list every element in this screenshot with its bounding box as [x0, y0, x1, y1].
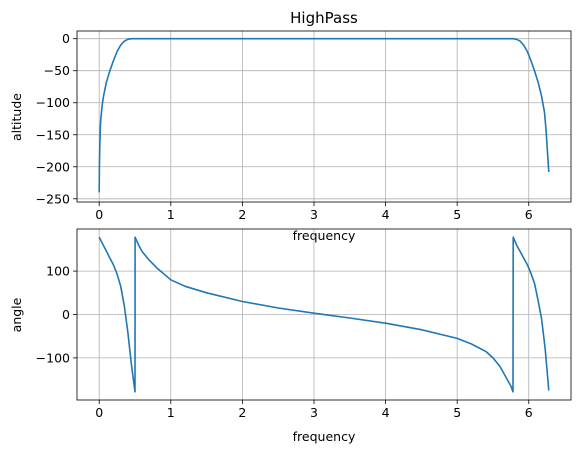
- magnitude-ticks: 0 1 2 3 4 5 6 0 −50 −100 −150 −200 −250: [36, 31, 533, 222]
- phase-grid: [77, 229, 571, 400]
- magnitude-y-tick-label: −250: [36, 191, 70, 206]
- magnitude-series-line: [98, 37, 550, 193]
- magnitude-y-tick-label: −100: [36, 95, 70, 110]
- magnitude-x-tick-label: 1: [167, 207, 175, 222]
- phase-x-tick-label: 2: [238, 405, 246, 420]
- magnitude-x-axis-label: frequency: [293, 228, 356, 243]
- magnitude-grid: [77, 31, 571, 202]
- phase-x-axis-label: frequency: [293, 429, 356, 444]
- magnitude-y-tick-label: 0: [62, 31, 70, 46]
- magnitude-subplot: HighPass 0 1 2 3 4 5 6 0 −50 −100 −150 −200 −250 fre…: [9, 9, 572, 243]
- phase-y-axis-label: angle: [9, 297, 24, 332]
- phase-x-tick-label: 5: [453, 405, 461, 420]
- phase-y-tick-label: 100: [46, 264, 70, 279]
- magnitude-x-tick-label: 3: [310, 207, 318, 222]
- phase-x-tick-label: 4: [382, 405, 390, 420]
- magnitude-x-tick-label: 4: [382, 207, 390, 222]
- magnitude-y-axis-label: altitude: [9, 93, 24, 141]
- magnitude-x-tick-label: 6: [525, 207, 533, 222]
- phase-series-line: [98, 236, 550, 393]
- phase-ticks: 0 1 2 3 4 5 6 100 0 −100: [36, 264, 533, 420]
- phase-x-tick-label: 1: [167, 405, 175, 420]
- phase-subplot: 0 1 2 3 4 5 6 100 0 −100 frequency angle: [9, 228, 572, 444]
- phase-y-tick-label: 0: [62, 307, 70, 322]
- chart-title: HighPass: [290, 9, 358, 27]
- phase-x-tick-label: 0: [95, 405, 103, 420]
- magnitude-x-tick-label: 2: [238, 207, 246, 222]
- phase-x-tick-label: 6: [525, 405, 533, 420]
- magnitude-y-tick-label: −150: [36, 127, 70, 142]
- magnitude-y-tick-label: −200: [36, 159, 70, 174]
- phase-y-tick-label: −100: [36, 350, 70, 365]
- magnitude-x-tick-label: 0: [95, 207, 103, 222]
- magnitude-axes-frame: [76, 30, 572, 203]
- phase-x-tick-label: 3: [310, 405, 318, 420]
- magnitude-x-tick-label: 5: [453, 207, 461, 222]
- magnitude-y-tick-label: −50: [44, 63, 70, 78]
